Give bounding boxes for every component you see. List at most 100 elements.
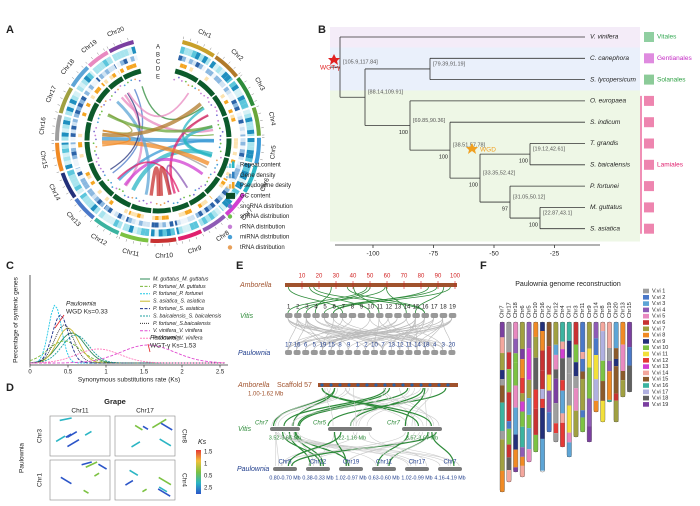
- rna-dot: [207, 101, 210, 103]
- gene-dot: [338, 383, 342, 387]
- rna-dot: [213, 171, 216, 174]
- rna-dot: [150, 201, 152, 204]
- rna-dot: [184, 80, 187, 83]
- range-label: 1.02-0.99 Mb: [401, 475, 432, 481]
- legend-label: V.vi 14: [652, 370, 668, 376]
- gc-track: [122, 68, 142, 80]
- gene-heat: [219, 192, 226, 199]
- annotation: Paulownia: [66, 301, 96, 308]
- pseudogene-heat: [114, 203, 120, 209]
- repeat-heat: [109, 217, 117, 226]
- gc-track: [212, 94, 228, 117]
- pseudogene-heat: [90, 94, 96, 100]
- legend-swatch: [643, 307, 649, 313]
- scale-tick: [245, 195, 249, 197]
- chromosome-outline: [533, 321, 539, 453]
- repeat-heat: [64, 163, 73, 170]
- chromosome-segment: [421, 313, 429, 318]
- pseudogene-heat: [225, 102, 231, 108]
- rna-dot: [98, 113, 101, 116]
- chromosome-arc: [214, 55, 239, 78]
- chromosome-segment: [448, 313, 457, 318]
- gene-heat: [122, 58, 129, 65]
- synteny-block: [85, 461, 98, 468]
- gene-heat: [71, 151, 77, 156]
- legend-label: V.vi 16: [652, 383, 668, 389]
- ancestral-block: [533, 322, 538, 337]
- chromosome-segment: [439, 350, 447, 355]
- scale-tick: [202, 233, 204, 237]
- scale-tick: [253, 179, 257, 182]
- chromosome-segment: [396, 350, 404, 355]
- tick-label: 100: [450, 274, 461, 280]
- species-label: Vitis: [238, 426, 252, 433]
- repeat-heat: [76, 187, 85, 195]
- pseudogene-heat: [96, 86, 102, 92]
- pseudogene-heat: [120, 207, 126, 213]
- chromosome-label: Chr11: [121, 248, 140, 259]
- repeat-heat: [233, 87, 242, 95]
- chromosome-number: 20: [449, 343, 456, 349]
- pseudogene-heat: [94, 89, 100, 95]
- ancestral-block: [587, 348, 592, 368]
- gene-heat: [130, 55, 136, 62]
- synteny-chord: [169, 114, 209, 194]
- ancestral-block: [520, 348, 525, 360]
- ancestral-block: [620, 322, 626, 345]
- repeat-heat: [119, 49, 126, 59]
- scale-tick: [57, 104, 60, 106]
- pseudogene-heat: [119, 68, 125, 74]
- ancestral-block: [520, 401, 525, 412]
- species-label: Amborella: [239, 282, 272, 289]
- synteny-chord: [141, 86, 204, 121]
- pseudogene-heat: [80, 115, 86, 120]
- pseudogene-heat: [231, 121, 237, 126]
- chromosome-segment: [357, 313, 366, 318]
- rna-dot: [110, 181, 113, 184]
- repeat-heat: [177, 226, 184, 235]
- gene-heat: [229, 177, 236, 184]
- rna-dot: [123, 84, 126, 87]
- legend-swatch: [643, 376, 649, 382]
- legend-dot: [227, 204, 233, 209]
- pseudogene-heat: [101, 194, 108, 200]
- synteny-link: [330, 317, 371, 351]
- pseudogene-heat: [220, 180, 226, 186]
- ancestral-block: [520, 426, 525, 448]
- chromosome-segment: [348, 313, 357, 318]
- pseudogene-heat: [176, 62, 181, 68]
- repeat-heat: [242, 166, 251, 173]
- ancestral-block: [526, 449, 532, 462]
- scale-tick: [256, 105, 259, 107]
- gene-heat: [220, 83, 227, 89]
- pseudogene-heat: [130, 211, 135, 217]
- ancestral-block: [506, 428, 512, 445]
- gc-track: [98, 179, 115, 197]
- row-label: Chr1: [37, 473, 44, 487]
- chromosome-segment: [379, 350, 387, 355]
- synteny-link: [313, 317, 443, 351]
- gene-heat: [104, 205, 111, 212]
- legend-label: V.vi 10: [652, 345, 668, 351]
- ancestral-block: [520, 447, 525, 457]
- gene-heat: [214, 197, 221, 205]
- gene-heat: [107, 207, 114, 214]
- ortholog-link: [368, 431, 427, 467]
- synteny-block: [83, 489, 89, 494]
- chromosome-number: 8: [351, 305, 355, 311]
- ortholog-link: [387, 431, 430, 467]
- ancestral-block: [540, 398, 545, 408]
- repeat-heat: [67, 102, 76, 109]
- synteny-link: [287, 317, 340, 351]
- gene-heat: [113, 211, 120, 218]
- scale-tick: [67, 83, 71, 85]
- tick-label: 80: [418, 274, 425, 280]
- species-label: Paulownia: [238, 350, 270, 357]
- gene-heat: [204, 68, 211, 75]
- chromosome-label: Chr8: [600, 305, 606, 318]
- rna-dot: [130, 79, 133, 82]
- repeat-heat: [204, 57, 212, 66]
- dot-panel: [49, 459, 111, 501]
- synteny-chord: [118, 139, 215, 182]
- gene-heat: [80, 177, 87, 184]
